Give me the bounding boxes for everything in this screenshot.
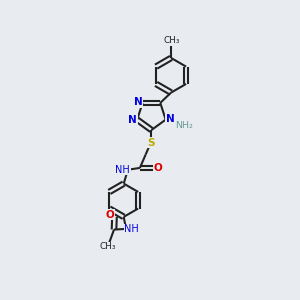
Text: NH: NH (116, 164, 130, 175)
Text: N: N (134, 97, 142, 107)
Text: CH₃: CH₃ (164, 36, 181, 45)
Text: CH₃: CH₃ (100, 242, 116, 251)
Text: S: S (148, 138, 155, 148)
Text: O: O (106, 210, 114, 220)
Text: N: N (128, 115, 137, 125)
Text: NH: NH (124, 224, 139, 234)
Text: N: N (166, 114, 174, 124)
Text: NH₂: NH₂ (175, 121, 193, 130)
Text: O: O (154, 163, 163, 173)
